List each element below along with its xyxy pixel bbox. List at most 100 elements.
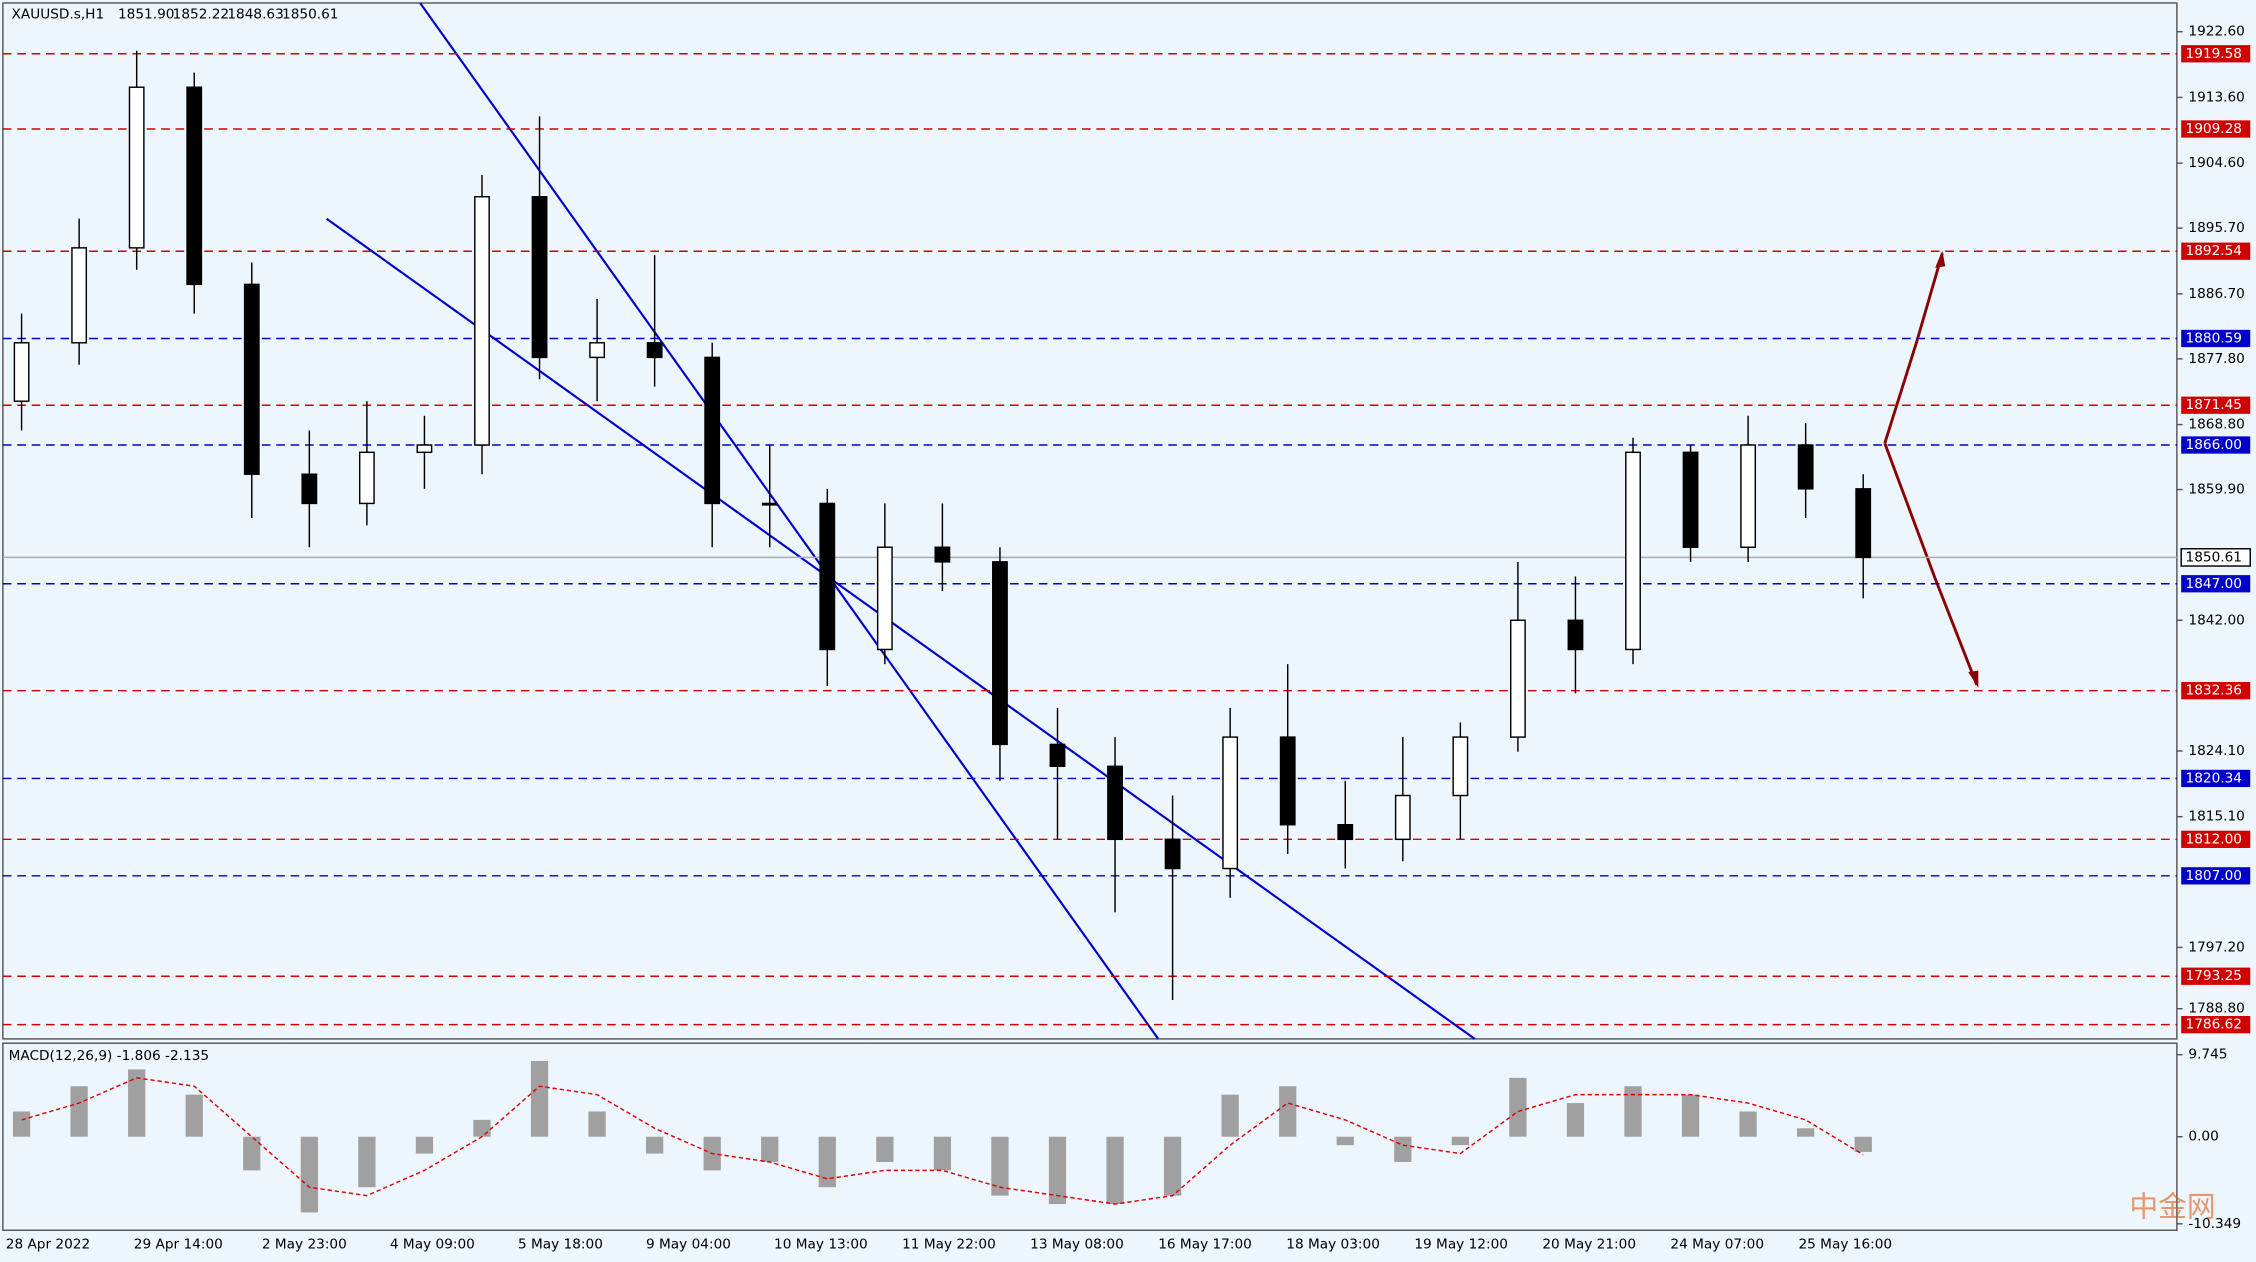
candle-body: [1394, 794, 1411, 841]
x-tick-label: 2 May 23:00: [262, 1237, 347, 1253]
macd-bar: [358, 1136, 376, 1188]
candle-body: [1107, 765, 1123, 841]
ohlc-open: 1851.90: [118, 6, 174, 22]
macd-title: MACD(12,26,9) -1.806 -2.135: [9, 1048, 209, 1064]
y-tick-label: 1824.10: [2188, 743, 2244, 759]
y-tick-label: 1797.20: [2188, 939, 2244, 955]
candle-body: [761, 502, 778, 506]
macd-bar: [1739, 1111, 1757, 1137]
macd-bar: [300, 1136, 318, 1213]
level-box: [2181, 867, 2251, 885]
candle-body: [1337, 824, 1354, 841]
macd-bar: [1048, 1136, 1067, 1205]
arrowhead: [1935, 250, 1946, 268]
x-tick-label: 16 May 17:00: [1158, 1237, 1252, 1253]
macd-tick-label: 9.745: [2188, 1047, 2227, 1063]
level-label: 1892.54: [2186, 243, 2242, 259]
macd-tick-label: 0.00: [2188, 1129, 2218, 1145]
x-tick-label: 25 May 16:00: [1798, 1237, 1892, 1253]
macd-bar: [12, 1111, 31, 1137]
macd-bar: [991, 1136, 1009, 1196]
macd-bar: [185, 1094, 203, 1137]
macd-bar: [1681, 1094, 1700, 1137]
x-tick-label: 20 May 21:00: [1542, 1237, 1636, 1253]
macd-bar: [473, 1119, 491, 1137]
x-tick-label: 10 May 13:00: [774, 1237, 868, 1253]
level-box: [2181, 120, 2251, 138]
y-tick-label: 1842.00: [2188, 612, 2244, 628]
candle-body: [992, 561, 1008, 746]
macd-bar: [1336, 1136, 1354, 1146]
channel-line: [325, 217, 1476, 1040]
x-tick-label: 19 May 12:00: [1414, 1237, 1508, 1253]
level-box: [2181, 769, 2251, 788]
x-tick-label: 24 May 07:00: [1670, 1237, 1764, 1253]
last-price-label: 1850.61: [2186, 549, 2242, 565]
macd-signal: [21, 1077, 1864, 1205]
level-label: 1812.00: [2186, 831, 2242, 847]
y-tick-label: 1788.80: [2188, 1001, 2244, 1017]
candle-body: [1625, 451, 1641, 651]
candle-body: [1164, 838, 1181, 870]
level-label: 1866.00: [2186, 437, 2242, 453]
watermark: 中金网: [2129, 1190, 2215, 1224]
arrowhead: [1968, 670, 1979, 688]
x-tick-label: 4 May 09:00: [390, 1237, 475, 1253]
candle-body: [819, 502, 836, 651]
level-box: [2181, 967, 2251, 985]
level-box: [2181, 1016, 2251, 1034]
candle-body: [589, 342, 606, 359]
level-box: [2181, 329, 2251, 348]
candle-body: [1567, 619, 1584, 651]
macd-bar: [70, 1086, 88, 1137]
macd-bar: [1394, 1136, 1412, 1162]
last-price-box: [2180, 548, 2251, 567]
candle-body: [243, 283, 260, 475]
candle-body: [1509, 619, 1526, 738]
macd-bar: [1163, 1136, 1182, 1196]
y-tick-label: 1868.80: [2188, 417, 2244, 433]
level-label: 1820.34: [2186, 770, 2242, 786]
x-tick-label: 29 Apr 14:00: [134, 1237, 223, 1253]
level-label: 1880.59: [2186, 330, 2242, 346]
macd-bar: [933, 1136, 952, 1171]
candle-body: [13, 342, 30, 402]
main-panel: [2, 2, 2178, 1040]
macd-bar: [415, 1136, 434, 1154]
level-label: 1807.00: [2186, 868, 2242, 884]
candle-body: [1855, 488, 1872, 559]
y-tick-label: 1895.70: [2188, 220, 2244, 236]
level-label: 1786.62: [2186, 1017, 2242, 1033]
macd-tick-label: -10.349: [2188, 1216, 2241, 1232]
macd-bar: [1279, 1086, 1297, 1137]
level-label: 1919.58: [2186, 46, 2242, 62]
candle-body: [358, 451, 375, 505]
y-tick-label: 1913.60: [2188, 89, 2244, 105]
level-label: 1832.36: [2186, 683, 2242, 699]
macd-bar: [1509, 1077, 1527, 1137]
macd-bar: [818, 1136, 836, 1188]
x-tick-label: 9 May 04:00: [646, 1237, 731, 1253]
level-box: [2181, 575, 2251, 593]
level-box: [2181, 396, 2251, 414]
macd-bar: [128, 1069, 146, 1137]
level-box: [2181, 436, 2251, 454]
level-box: [2181, 45, 2251, 63]
candle-body: [1740, 444, 1757, 548]
candle-body: [1452, 736, 1469, 797]
y-tick-label: 1815.10: [2188, 809, 2244, 825]
candle-body: [1279, 736, 1296, 826]
candle-body: [1222, 736, 1239, 870]
candle-body: [416, 444, 433, 454]
macd-bar: [588, 1111, 606, 1137]
candle-body: [876, 546, 893, 651]
arrow-up: [1883, 252, 1944, 444]
x-tick-label: 18 May 03:00: [1286, 1237, 1380, 1253]
candle-body: [704, 356, 721, 505]
symbol: XAUUSD.s,H1: [12, 6, 105, 22]
macd-bar: [876, 1136, 894, 1162]
level-box: [2181, 682, 2251, 700]
macd-bar: [1451, 1136, 1469, 1146]
